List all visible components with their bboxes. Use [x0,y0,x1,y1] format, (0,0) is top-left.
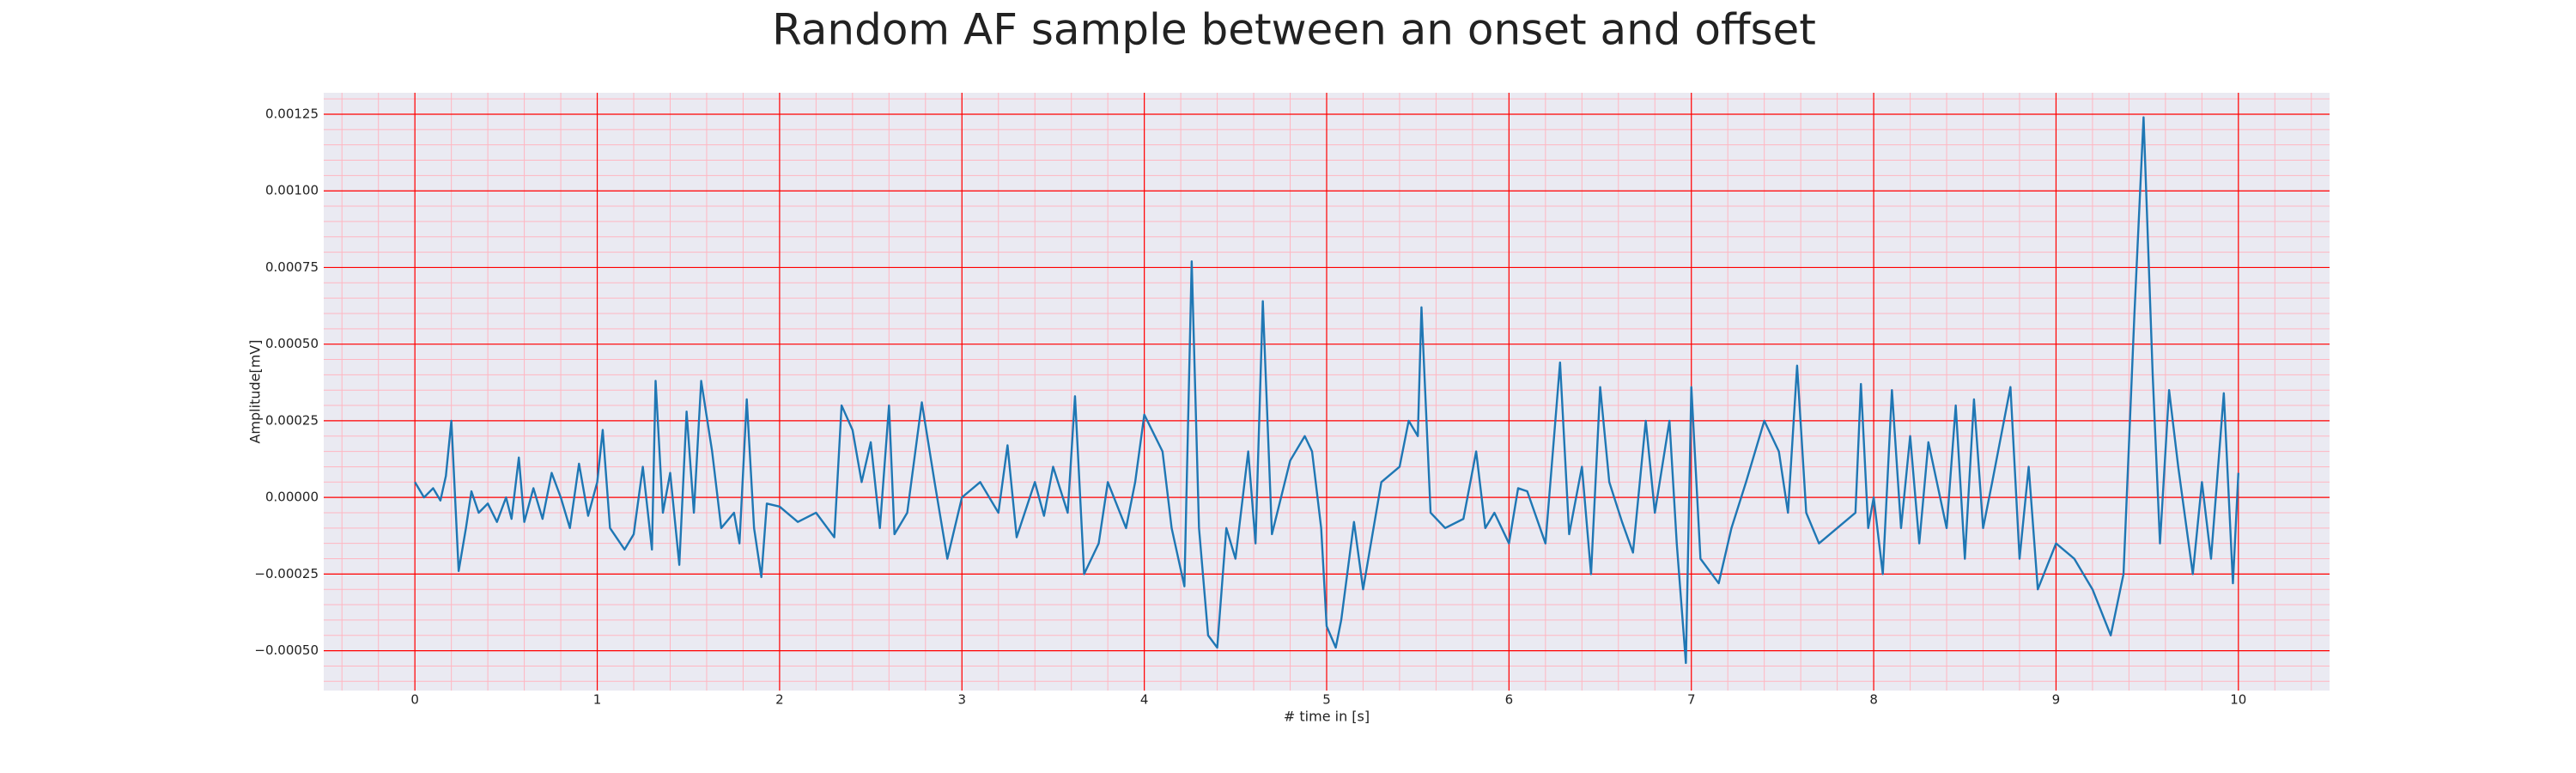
x-tick-label: 0 [410,692,419,708]
x-tick-label: 7 [1687,692,1696,708]
y-tick-label: −0.00025 [254,566,319,581]
x-tick-label: 4 [1140,692,1149,708]
x-tick-label: 2 [775,692,784,708]
x-tick-label: 3 [957,692,966,708]
x-tick-label: 10 [2230,692,2246,708]
y-tick-label: 0.00000 [265,490,319,505]
line-series [414,116,2240,665]
y-axis-label: Amplitude[mV] [247,339,264,443]
chart-title: Random AF sample between an onset and of… [772,5,1816,55]
x-tick-label: 6 [1505,692,1514,708]
x-tick-label: 8 [1869,692,1878,708]
y-tick-label: 0.00075 [265,259,319,275]
y-tick-label: −0.00050 [254,642,319,658]
y-tick-label: 0.00050 [265,336,319,351]
x-tick-label: 5 [1322,692,1331,708]
x-tick-label: 9 [2052,692,2061,708]
y-tick-label: 0.00100 [265,183,319,198]
y-tick-label: 0.00125 [265,106,319,121]
y-tick-label: 0.00025 [265,412,319,428]
x-tick-label: 1 [593,692,602,708]
x-axis-label: # time in [s] [1284,709,1370,725]
